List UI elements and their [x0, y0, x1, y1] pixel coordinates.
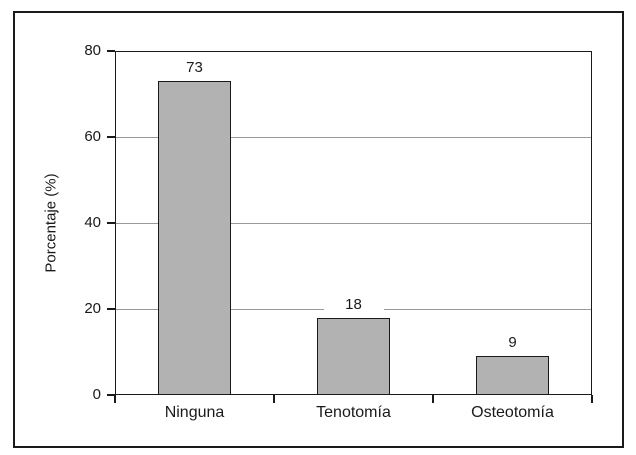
y-tick-40: [107, 222, 115, 224]
x-tick-0: [114, 395, 116, 403]
y-tick-label-40: 40: [84, 214, 101, 231]
bar-value-label-0: 73: [164, 59, 225, 78]
x-tick-3: [591, 395, 593, 403]
bar-0: [158, 81, 231, 395]
y-tick-label-80: 80: [84, 42, 101, 59]
x-category-label-0: Ninguna: [164, 404, 225, 421]
x-category-label-2: Osteotomía: [471, 404, 554, 421]
y-tick-20: [107, 308, 115, 310]
y-tick-label-60: 60: [84, 128, 101, 145]
y-tick-label-0: 0: [92, 386, 101, 403]
bar-value-label-1: 18: [323, 295, 384, 314]
y-tick-80: [107, 50, 115, 52]
x-tick-2: [432, 395, 434, 403]
x-category-label-1: Tenotomía: [316, 404, 391, 421]
y-tick-0: [107, 394, 115, 396]
gridline-40: [116, 222, 591, 224]
bar-2: [476, 356, 549, 395]
bar-1: [317, 317, 390, 395]
y-tick-60: [107, 136, 115, 138]
bar-value-label-2: 9: [482, 334, 543, 353]
y-tick-label-20: 20: [84, 300, 101, 317]
gridline-60: [116, 136, 591, 138]
x-tick-1: [273, 395, 275, 403]
